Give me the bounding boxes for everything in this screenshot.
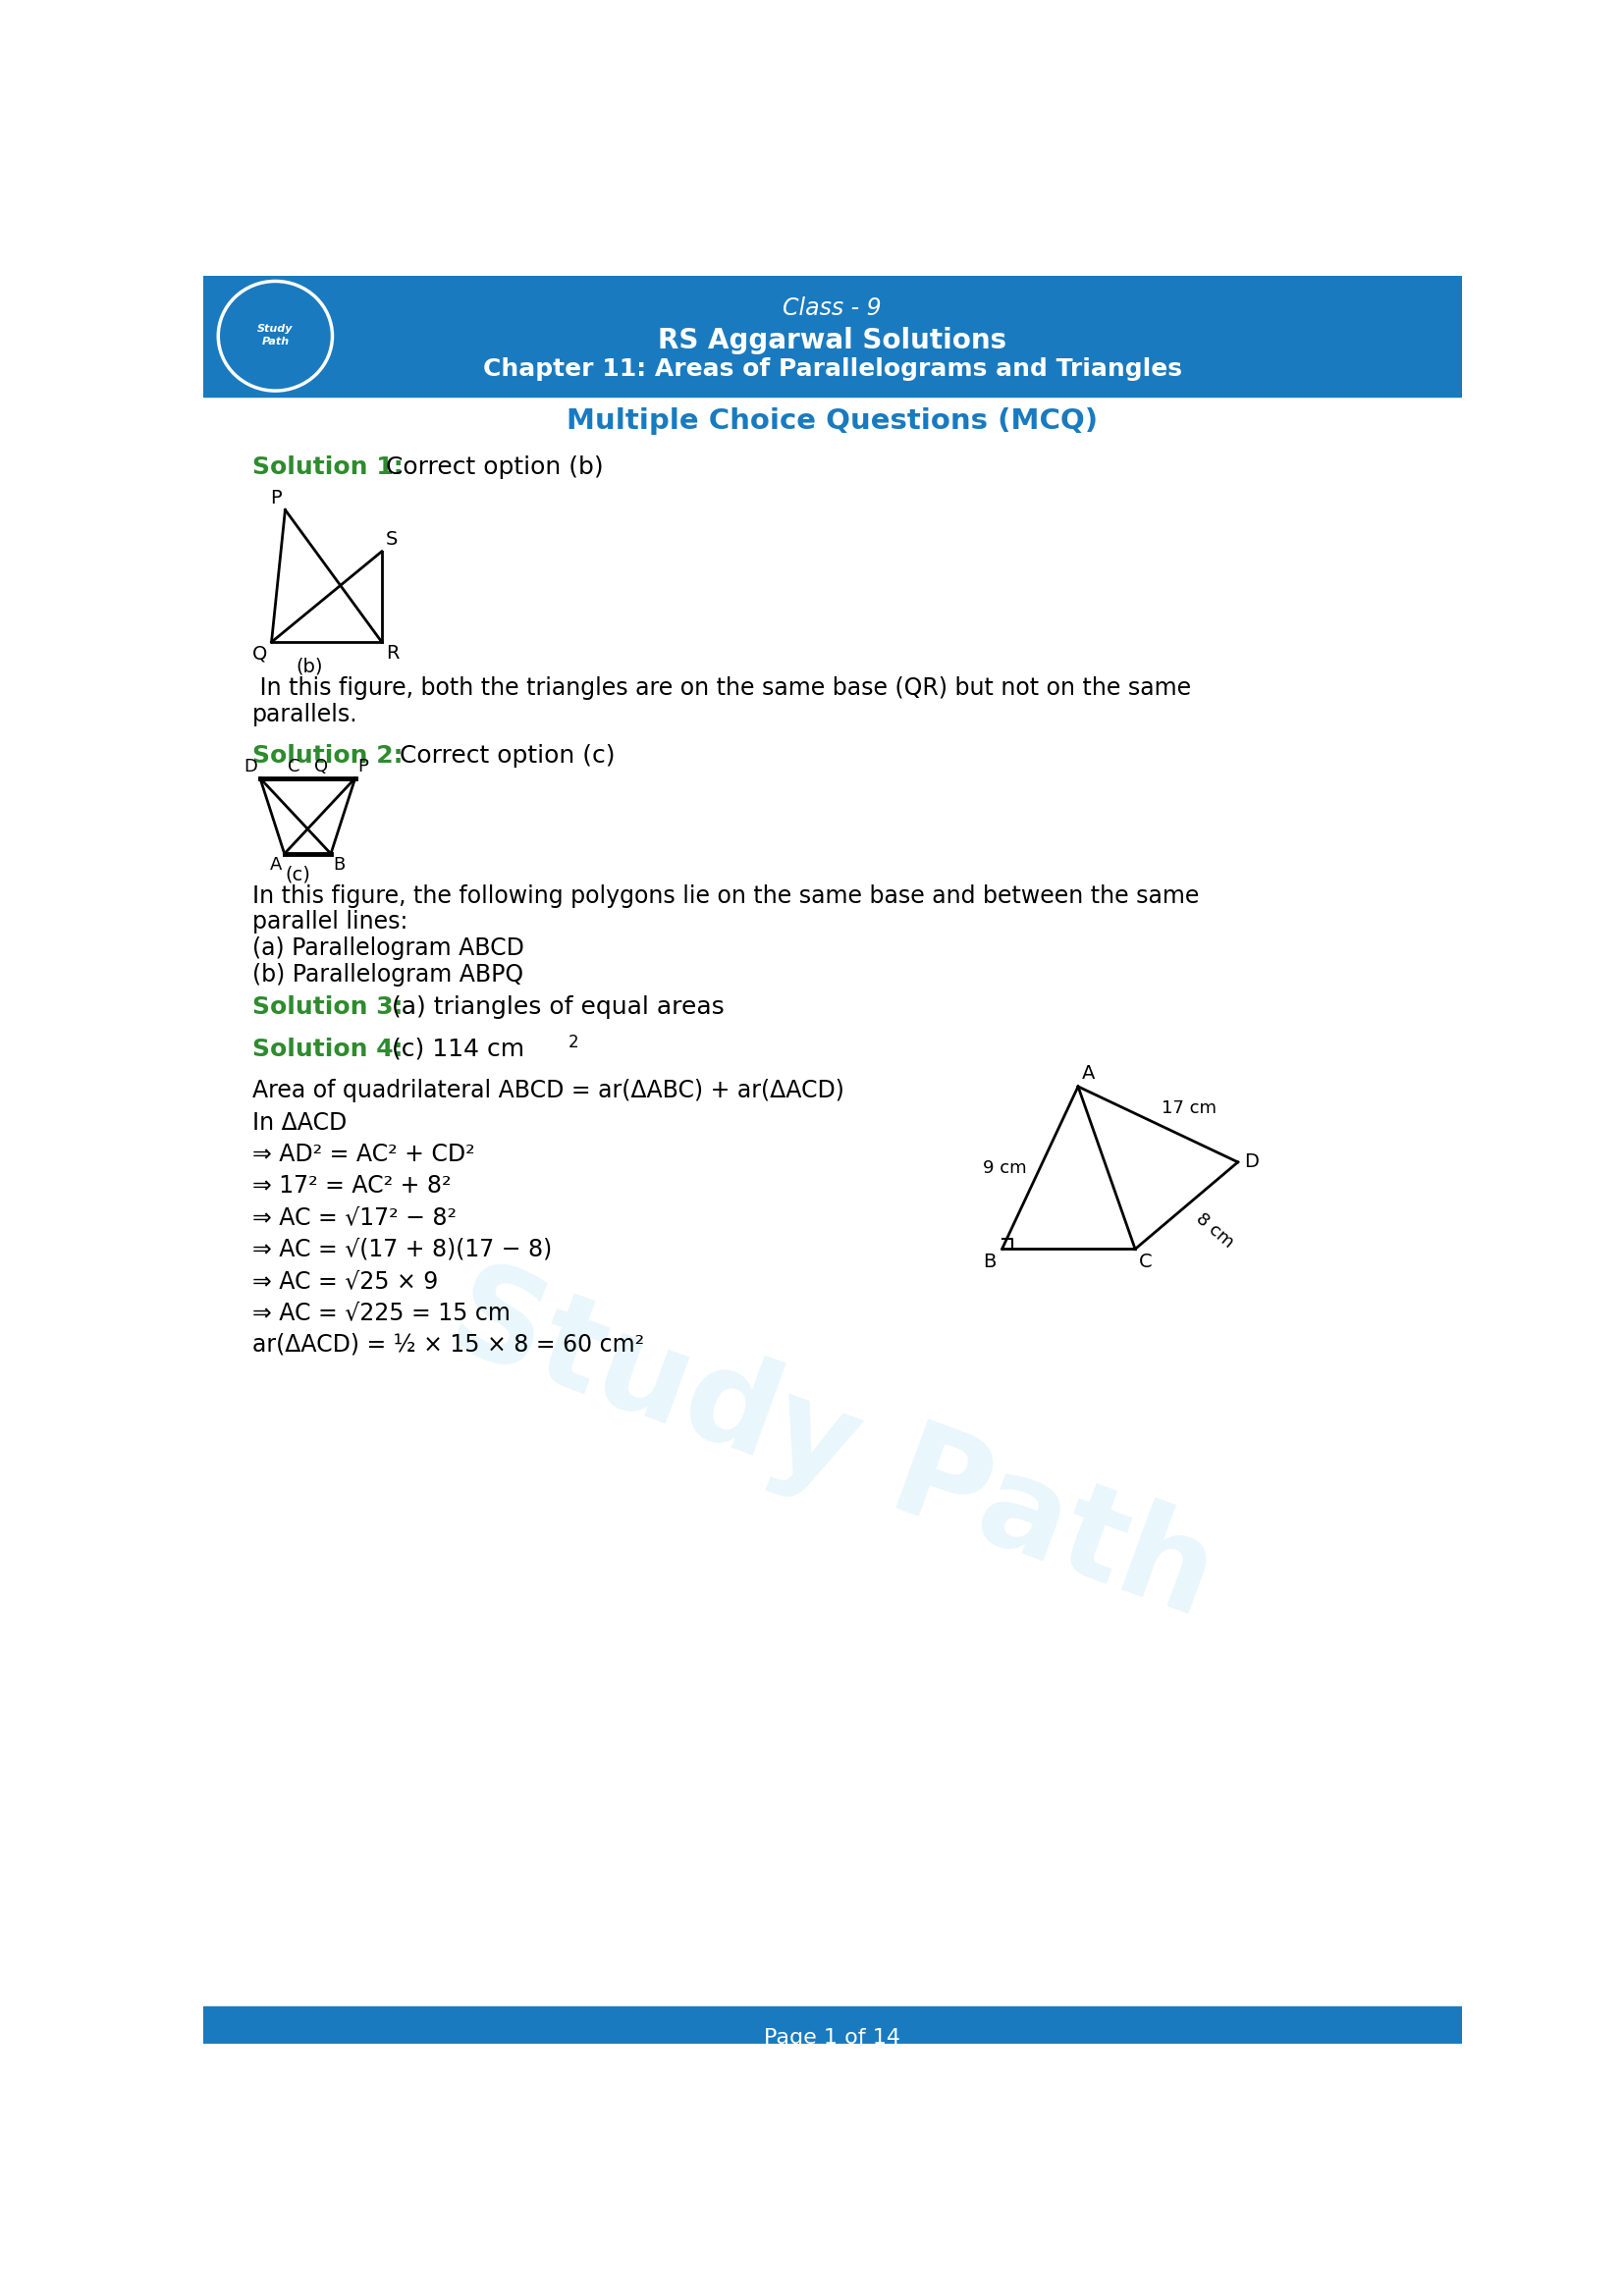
Text: 8 cm: 8 cm [1192,1210,1237,1251]
Text: Solution 2:: Solution 2: [252,744,403,767]
Text: Area of quadrilateral ABCD = ar(ΔABC) + ar(ΔACD): Area of quadrilateral ABCD = ar(ΔABC) + … [252,1079,844,1102]
Text: B: B [983,1254,996,1272]
Text: (b) Parallelogram ABPQ: (b) Parallelogram ABPQ [252,964,523,987]
Text: (c): (c) [286,866,310,884]
Text: A: A [1082,1063,1095,1084]
Text: ⇒ AC = √17² − 8²: ⇒ AC = √17² − 8² [252,1205,456,1231]
Text: S: S [385,530,398,549]
Text: Multiple Choice Questions (MCQ): Multiple Choice Questions (MCQ) [567,409,1098,436]
Text: D: D [244,758,258,776]
Text: parallels.: parallels. [252,703,359,726]
Text: Solution 1:: Solution 1: [252,455,403,480]
Text: In this figure, both the triangles are on the same base (QR) but not on the same: In this figure, both the triangles are o… [252,675,1192,700]
Text: ⇒ AC = √25 × 9: ⇒ AC = √25 × 9 [252,1270,438,1293]
Text: 2: 2 [568,1033,578,1052]
Text: In ΔACD: In ΔACD [252,1111,348,1134]
Text: Study: Study [257,324,294,333]
Text: Path: Path [261,338,289,347]
Text: ar(ΔACD) = ½ × 15 × 8 = 60 cm²: ar(ΔACD) = ½ × 15 × 8 = 60 cm² [252,1334,645,1357]
Text: Chapter 11: Areas of Parallelograms and Triangles: Chapter 11: Areas of Parallelograms and … [482,358,1182,381]
Text: C: C [1138,1254,1153,1272]
Text: D: D [1244,1153,1259,1171]
Text: 9 cm: 9 cm [983,1159,1026,1176]
Text: Q: Q [313,758,328,776]
Text: Solution 4:: Solution 4: [252,1038,403,1061]
Text: C: C [287,758,300,776]
Text: 17 cm: 17 cm [1161,1100,1216,1116]
Text: P: P [357,758,369,776]
Text: (a) Parallelogram ABCD: (a) Parallelogram ABCD [252,937,525,960]
Text: Correct option (c): Correct option (c) [391,744,615,767]
Text: ⇒ AC = √225 = 15 cm: ⇒ AC = √225 = 15 cm [252,1302,510,1325]
Text: Page 1 of 14: Page 1 of 14 [763,2027,901,2048]
Bar [203,2007,1462,2043]
Text: ⇒ 17² = AC² + 8²: ⇒ 17² = AC² + 8² [252,1173,451,1199]
Text: In this figure, the following polygons lie on the same base and between the same: In this figure, the following polygons l… [252,884,1200,907]
Text: R: R [385,645,400,664]
Text: (b): (b) [296,657,323,675]
Text: P: P [270,489,281,507]
Text: parallel lines:: parallel lines: [252,912,408,934]
Text: A: A [270,856,283,875]
Bar [203,276,1462,397]
Text: RS Aggarwal Solutions: RS Aggarwal Solutions [658,326,1007,354]
Text: ⇒ AC = √(17 + 8)(17 − 8): ⇒ AC = √(17 + 8)(17 − 8) [252,1238,552,1261]
Text: Solution 3:: Solution 3: [252,996,403,1019]
Text: (a) triangles of equal areas: (a) triangles of equal areas [391,996,724,1019]
Text: Q: Q [253,645,268,664]
Text: ⇒ AD² = AC² + CD²: ⇒ AD² = AC² + CD² [252,1143,474,1166]
Text: Class - 9: Class - 9 [783,296,882,319]
Text: B: B [333,856,346,875]
Text: (c) 114 cm: (c) 114 cm [391,1038,525,1061]
Text: Correct option (b): Correct option (b) [385,455,603,480]
Text: Study Path: Study Path [434,1251,1231,1644]
